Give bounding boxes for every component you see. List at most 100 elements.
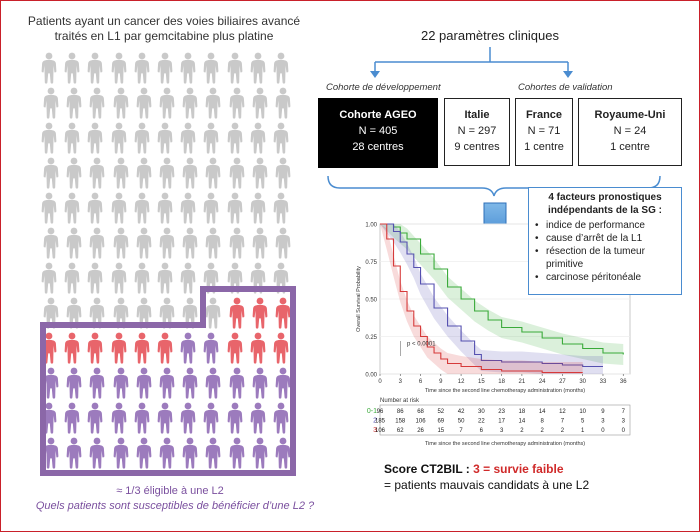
cohort-name: Cohorte AGEO xyxy=(339,109,417,121)
risk-row-label: 0-1 xyxy=(367,408,377,415)
person-icon xyxy=(204,157,222,194)
risk-cell: 2 xyxy=(540,428,544,434)
factor-item-continuation: primitive xyxy=(544,258,676,271)
risk-cell: 52 xyxy=(437,409,444,415)
cohort-box-ageo: Cohorte AGEO N = 405 28 centres xyxy=(318,98,438,168)
person-icon xyxy=(274,297,292,334)
risk-table-frame xyxy=(379,404,631,436)
cohort-centers: 9 centres xyxy=(454,141,500,153)
risk-cell: 3 xyxy=(601,419,605,425)
person-icon xyxy=(133,122,151,159)
person-icon xyxy=(63,192,81,229)
y-tick-label: 0.25 xyxy=(365,335,377,341)
person-icon xyxy=(40,192,58,229)
person-icon xyxy=(251,227,269,264)
x-tick-label: 36 xyxy=(620,379,627,385)
params-title: 22 paramètres cliniques xyxy=(420,28,560,43)
person-icon xyxy=(181,87,199,124)
risk-cell: 8 xyxy=(540,419,544,425)
person-icon xyxy=(179,332,197,369)
person-icon xyxy=(251,157,269,194)
purple-outline-top xyxy=(200,286,296,292)
risk-cell: 30 xyxy=(478,409,485,415)
person-icon xyxy=(135,227,153,264)
risk-cell: 42 xyxy=(458,409,465,415)
risk-cell: 22 xyxy=(478,419,485,425)
person-icon xyxy=(202,192,220,229)
cohort-box-france: France N = 71 1 centre xyxy=(515,98,573,166)
risk-row-label: 3 xyxy=(373,427,377,434)
person-icon xyxy=(88,367,106,404)
development-label: Cohorte de développement xyxy=(326,82,441,93)
cohort-n: N = 297 xyxy=(457,125,497,137)
person-icon xyxy=(251,367,269,404)
person-icon xyxy=(249,402,267,439)
person-icon xyxy=(272,192,290,229)
score-prefix: Score CT2BIL : xyxy=(384,462,474,476)
person-icon xyxy=(40,52,58,89)
person-icon xyxy=(63,402,81,439)
factors-header-2: indépendants de la SG : xyxy=(548,205,662,216)
person-icon xyxy=(86,402,104,439)
risk-cell: 10 xyxy=(579,409,586,415)
person-icon xyxy=(228,87,246,124)
x-tick-label: 3 xyxy=(399,379,403,385)
question-note: Quels patients sont susceptibles de béné… xyxy=(35,500,315,512)
person-icon xyxy=(65,367,83,404)
person-icon xyxy=(204,367,222,404)
cohort-centers: 1 centre xyxy=(524,141,564,153)
risk-cell: 3 xyxy=(500,428,504,434)
validation-label: Cohortes de validation xyxy=(518,82,613,93)
person-icon xyxy=(226,402,244,439)
risk-cell: 185 xyxy=(375,419,386,425)
factor-item: résection de la tumeur xyxy=(535,245,676,258)
risk-cell: 17 xyxy=(498,419,505,425)
x-tick-label: 30 xyxy=(579,379,586,385)
person-icon xyxy=(251,87,269,124)
score-value: 3 = survie faible xyxy=(473,462,564,476)
person-icon xyxy=(135,367,153,404)
risk-cell: 3 xyxy=(622,419,626,425)
person-icon xyxy=(110,332,128,369)
person-icon xyxy=(156,332,174,369)
person-icon xyxy=(135,437,153,474)
person-icon xyxy=(88,87,106,124)
cohort-box-royaume-uni: Royaume-Uni N = 24 1 centre xyxy=(578,98,682,166)
x-tick-label: 21 xyxy=(519,379,526,385)
person-icon xyxy=(249,192,267,229)
person-icon xyxy=(112,227,130,264)
person-icon xyxy=(179,52,197,89)
factor-item: carcinose péritonéale xyxy=(535,271,676,284)
person-icon xyxy=(249,52,267,89)
person-icon xyxy=(181,367,199,404)
person-icon xyxy=(65,157,83,194)
survival-curve xyxy=(380,223,603,368)
person-icon xyxy=(110,192,128,229)
person-icon xyxy=(63,262,81,299)
person-icon xyxy=(179,122,197,159)
purple-outline-right xyxy=(290,286,296,476)
person-icon xyxy=(202,332,220,369)
risk-cell: 5 xyxy=(581,419,585,425)
person-icon xyxy=(202,122,220,159)
person-icon xyxy=(274,157,292,194)
risk-cell: 69 xyxy=(437,419,444,425)
risk-cell: 68 xyxy=(417,409,424,415)
cohort-name: Royaume-Uni xyxy=(594,109,666,121)
person-icon xyxy=(86,262,104,299)
person-icon xyxy=(181,227,199,264)
person-icon xyxy=(86,332,104,369)
person-icon xyxy=(110,52,128,89)
person-icon xyxy=(158,437,176,474)
p-value: p < 0.0001 xyxy=(407,342,436,348)
y-tick-label: 0.00 xyxy=(365,373,377,379)
person-icon xyxy=(228,437,246,474)
risk-cell: 106 xyxy=(375,428,386,434)
purple-outline-bottom xyxy=(40,470,296,476)
person-icon xyxy=(133,332,151,369)
x-tick-label: 18 xyxy=(498,379,505,385)
person-icon xyxy=(156,52,174,89)
risk-cell: 2 xyxy=(520,428,524,434)
risk-cell: 6 xyxy=(480,428,484,434)
survival-chart: 0.000.250.500.751.000 3 6 9 12 15 18 21 24 27 30 33… xyxy=(356,223,631,447)
